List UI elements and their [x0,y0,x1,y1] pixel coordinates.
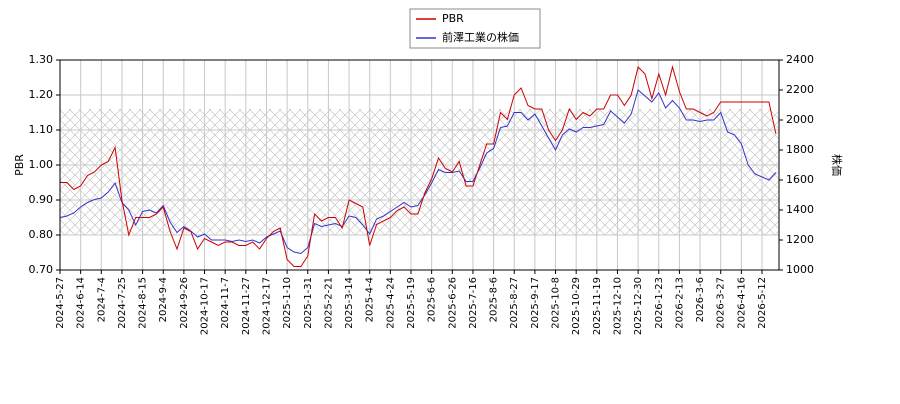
x-tick-label: 2025-4-4 [365,277,376,322]
x-tick-label: 2026-4-16 [736,277,747,329]
x-tick-label: 2025-11-19 [592,277,603,335]
y2-tick-label: 1600 [786,173,814,186]
legend [409,8,541,49]
y-tick-label: 0.80 [29,228,54,241]
y2-tick-label: 1000 [786,263,814,276]
x-tick-label: 2024-9-4 [158,277,169,322]
y-axis-label: PBR [13,154,26,176]
y-tick-label: 0.70 [29,263,54,276]
x-tick-label: 2024-9-26 [179,277,190,329]
y-tick-label: 1.20 [29,88,54,101]
y2-tick-label: 2200 [786,83,814,96]
x-tick-label: 2024-11-27 [241,277,252,335]
x-tick-label: 2025-1-10 [282,277,293,329]
legend-label: PBR [442,12,464,25]
x-tick-label: 2024-7-25 [117,277,128,329]
y-tick-label: 1.30 [29,53,54,66]
x-tick-label: 2025-10-8 [551,277,562,329]
x-tick-label: 2025-7-16 [468,277,479,329]
y2-tick-label: 1800 [786,143,814,156]
x-tick-label: 2024-7-4 [96,277,107,322]
x-tick-label: 2025-5-19 [406,277,417,329]
x-tick-label: 2026-3-6 [695,277,706,322]
x-tick-label: 2024-8-15 [138,277,149,329]
y-tick-label: 1.10 [29,123,54,136]
x-tick-label: 2025-6-26 [447,277,458,329]
y2-tick-label: 1400 [786,203,814,216]
x-tick-label: 2025-9-17 [530,277,541,329]
y2-tick-label: 1200 [786,233,814,246]
x-tick-label: 2025-2-21 [323,277,334,329]
x-tick-label: 2026-1-23 [654,277,665,329]
series-line [60,65,777,267]
x-tick-label: 2025-12-30 [633,277,644,335]
x-tick-label: 2025-6-6 [427,277,438,322]
x-tick-label: 2025-8-6 [489,277,500,322]
y-tick-label: 1.00 [29,158,54,171]
x-tick-label: 2025-3-14 [344,277,355,329]
legend-label: 前澤工業の株価 [442,30,519,44]
x-tick-label: 2024-11-7 [220,277,231,329]
x-tick-label: 2024-12-17 [261,277,272,335]
x-tick-label: 2024-5-27 [55,277,66,329]
x-tick-label: 2026-5-12 [757,277,768,329]
x-tick-label: 2025-8-27 [509,277,520,329]
y2-axis-label: 株価 [830,154,844,176]
y-tick-label: 0.90 [29,193,54,206]
x-tick-label: 2025-1-31 [303,277,314,329]
x-tick-label: 2024-6-14 [76,277,87,329]
x-tick-label: 2026-3-27 [716,277,727,329]
y2-tick-label: 2000 [786,113,814,126]
x-tick-label: 2025-4-24 [385,277,396,329]
x-tick-label: 2025-12-10 [612,277,623,335]
x-tick-label: 2025-10-29 [571,277,582,335]
x-tick-label: 2024-10-17 [200,277,211,335]
series-line [59,89,777,255]
y2-tick-label: 2400 [786,53,814,66]
x-tick-label: 2026-2-13 [674,277,685,329]
